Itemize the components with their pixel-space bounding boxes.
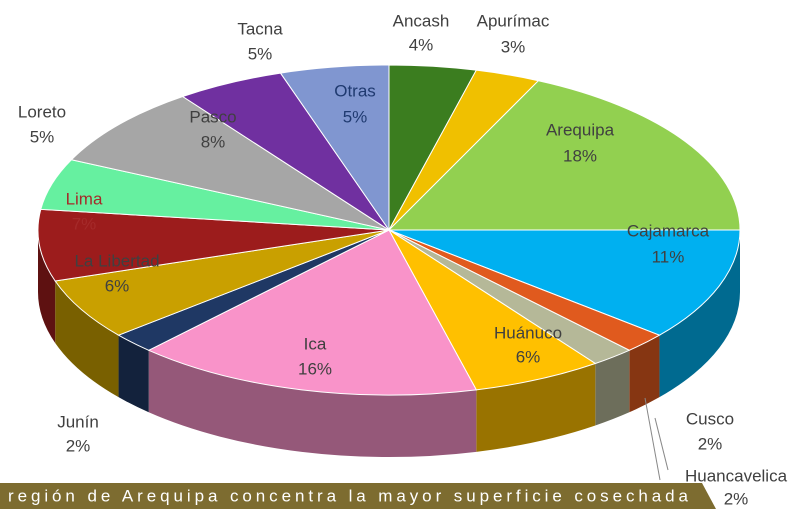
pie-side [148, 350, 477, 457]
pie-slice [388, 229, 597, 391]
slice-value-label: 4% [409, 35, 434, 54]
slice-label: Arequipa [546, 120, 615, 139]
pie-slice [387, 80, 741, 231]
slice-value-label: 6% [105, 276, 130, 295]
caption-banner [0, 483, 716, 509]
slice-label: Tacna [237, 19, 283, 38]
slice-label: La Libertad [74, 251, 159, 270]
labels: Ancash 4% Apurímac 3% Arequipa 18% Cajamarca 11… [18, 11, 788, 508]
slice-label: Ica [304, 334, 327, 353]
pie-tops [37, 64, 741, 396]
slice-label: Huánuco [494, 323, 562, 342]
pie-side [38, 230, 56, 343]
caption: región de Arequipa concentra la mayor su… [8, 486, 689, 505]
slice-value-label: 7% [72, 214, 97, 233]
slice-label: Ancash [393, 11, 450, 30]
slice-label: Huancavelica [685, 466, 788, 485]
leader-line [654, 417, 669, 471]
slice-value-label: 11% [652, 247, 685, 266]
slice-value-label: 6% [516, 347, 541, 366]
slice-label: Cajamarca [627, 221, 710, 240]
slice-value-label: 2% [698, 434, 723, 453]
pie-slice [70, 95, 390, 231]
pie-slice [54, 229, 390, 336]
pie-slice [279, 64, 390, 232]
pie-side [629, 335, 660, 413]
pie-side [55, 280, 119, 398]
slice-value-label: 8% [201, 132, 226, 151]
leader-line [644, 397, 661, 481]
slice-label: Lima [66, 189, 103, 208]
slice-value-label: 5% [248, 44, 273, 63]
pie-side [118, 335, 149, 413]
slice-label: Apurímac [477, 11, 550, 30]
pie-slice [388, 229, 741, 336]
slice-label: Junín [57, 412, 99, 431]
pie-slice [37, 208, 390, 282]
slice-value-label: 2% [724, 489, 749, 508]
pie-side [595, 350, 630, 426]
slice-value-label: 16% [298, 359, 332, 378]
slice-label: Loreto [18, 102, 66, 121]
slice-value-label: 3% [501, 37, 526, 56]
slice-label: Cusco [686, 409, 734, 428]
pie-side [659, 230, 740, 398]
slice-value-label: 5% [343, 107, 368, 126]
slice-value-label: 5% [30, 127, 55, 146]
slice-value-label: 2% [66, 436, 91, 455]
slice-label: Pasco [189, 107, 236, 126]
pie-slice [147, 229, 478, 396]
slice-label: Otras [334, 81, 376, 100]
slice-value-label: 18% [563, 146, 597, 165]
